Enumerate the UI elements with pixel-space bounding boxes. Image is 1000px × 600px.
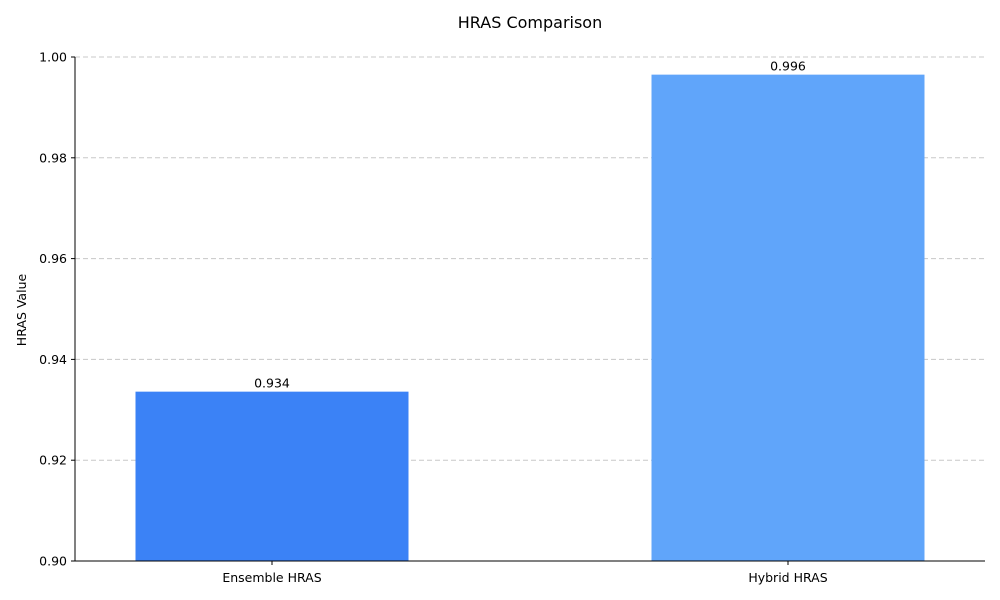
bar-value-label: 0.934 [254, 376, 290, 391]
y-tick-label: 0.94 [39, 352, 67, 367]
y-tick-label: 1.00 [39, 50, 67, 65]
y-axis-title: HRAS Value [14, 274, 29, 347]
bar-hybrid-hras [651, 74, 925, 561]
bar-ensemble-hras [135, 391, 409, 561]
x-tick-label: Ensemble HRAS [222, 570, 321, 585]
axes [71, 56, 985, 565]
bars [135, 74, 925, 561]
chart-title: HRAS Comparison [458, 13, 602, 32]
bar-value-label: 0.996 [770, 59, 806, 74]
labels: 0.90 0.92 0.94 0.96 0.98 1.00 0.934 Ensemble HR… [39, 50, 828, 586]
y-tick-label: 0.98 [39, 150, 67, 165]
x-tick-label: Hybrid HRAS [748, 570, 827, 585]
y-tick-label: 0.96 [39, 251, 67, 266]
y-tick-label: 0.92 [39, 453, 67, 468]
y-tick-label: 0.90 [39, 554, 67, 569]
